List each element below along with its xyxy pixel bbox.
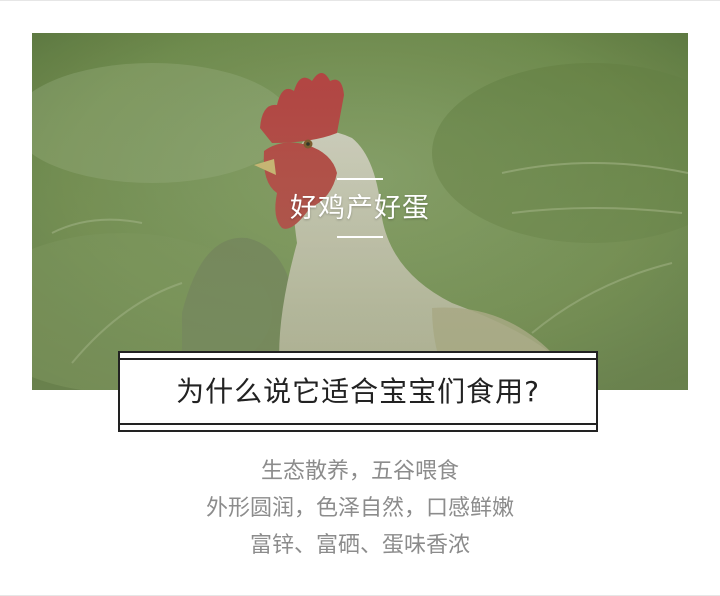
hero-title: 好鸡产好蛋 <box>290 193 430 224</box>
hero-banner: 好鸡产好蛋 <box>32 33 688 390</box>
description-line-2: 外形圆润，色泽自然，口感鲜嫩 <box>205 496 514 521</box>
description-line-1: 生态散养，五谷喂食 <box>260 459 459 484</box>
rooster-photo-icon <box>32 33 688 390</box>
hero-title-group: 好鸡产好蛋 <box>32 178 688 241</box>
hero-title-rule-top <box>337 178 383 180</box>
headline-text: 为什么说它适合宝宝们食用? <box>176 375 540 408</box>
description-block: 生态散养，五谷喂食 外形圆润，色泽自然，口感鲜嫩 富锌、富硒、蛋味香浓 <box>0 453 720 564</box>
hero-title-rule-bottom <box>337 236 383 238</box>
description-line-3: 富锌、富硒、蛋味香浓 <box>249 533 470 558</box>
headline-frame-line-top <box>120 358 596 360</box>
headline-frame: 为什么说它适合宝宝们食用? <box>118 351 598 432</box>
headline-frame-line-bottom <box>120 423 596 425</box>
